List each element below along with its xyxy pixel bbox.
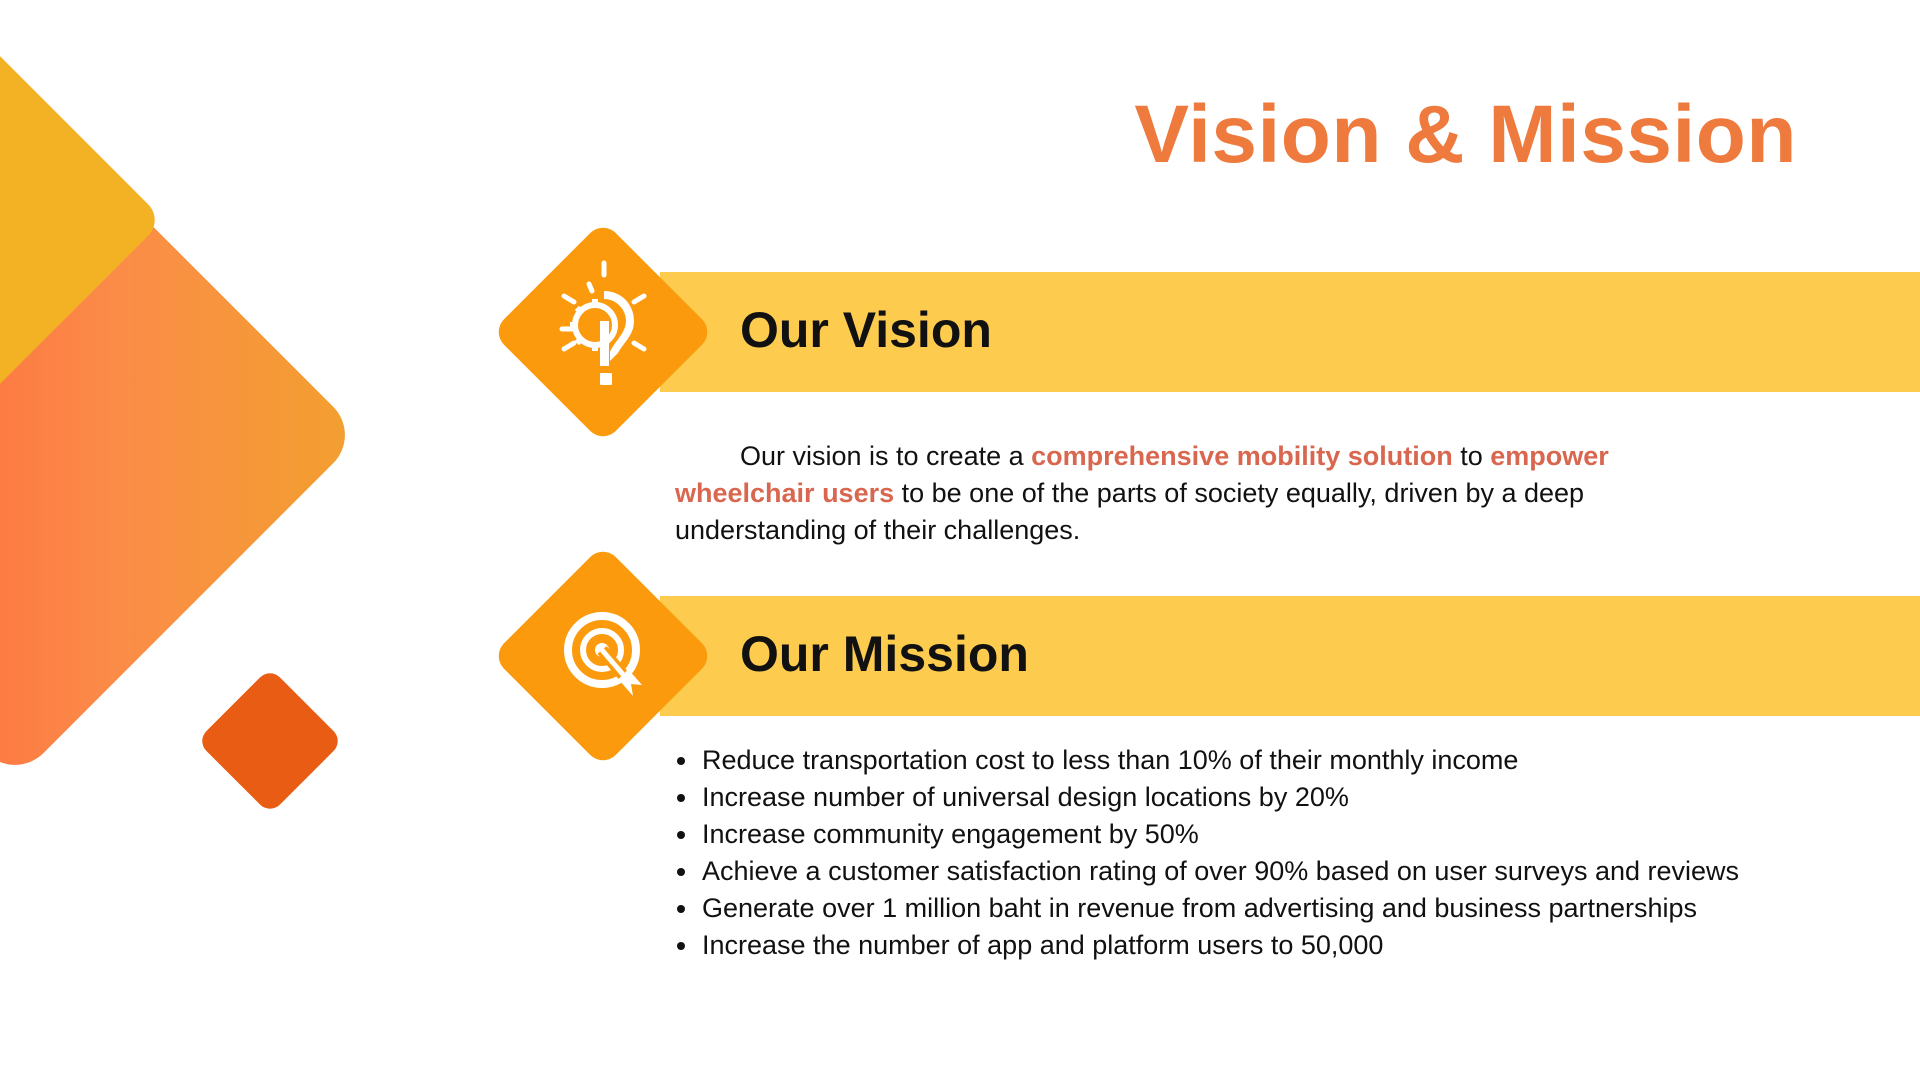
list-item: Achieve a customer satisfaction rating o… xyxy=(675,853,1739,890)
mission-icon-badge xyxy=(491,544,715,768)
vision-icon-badge xyxy=(491,220,715,444)
page-title: Vision & Mission xyxy=(1134,89,1797,180)
list-item: Increase the number of app and platform … xyxy=(675,927,1739,964)
lightbulb-icon xyxy=(559,260,647,385)
target-icon xyxy=(564,612,642,696)
vision-paragraph: Our vision is to create a comprehensive … xyxy=(675,441,1609,545)
vision-band xyxy=(660,272,1920,392)
decorative-small-diamond xyxy=(196,667,344,815)
mission-heading: Our Mission xyxy=(740,626,1029,682)
mission-band xyxy=(660,596,1920,716)
list-item: Increase community engagement by 50% xyxy=(675,816,1739,853)
list-item: Increase number of universal design loca… xyxy=(675,779,1739,816)
list-item: Reduce transportation cost to less than … xyxy=(675,742,1739,779)
vision-highlight-solution: comprehensive mobility solution xyxy=(1031,441,1453,471)
vision-highlight-empower: empower wheelchair users xyxy=(675,441,1609,508)
vision-heading: Our Vision xyxy=(740,302,992,358)
list-item: Generate over 1 million baht in revenue … xyxy=(675,890,1739,927)
mission-list: Reduce transportation cost to less than … xyxy=(675,742,1739,964)
